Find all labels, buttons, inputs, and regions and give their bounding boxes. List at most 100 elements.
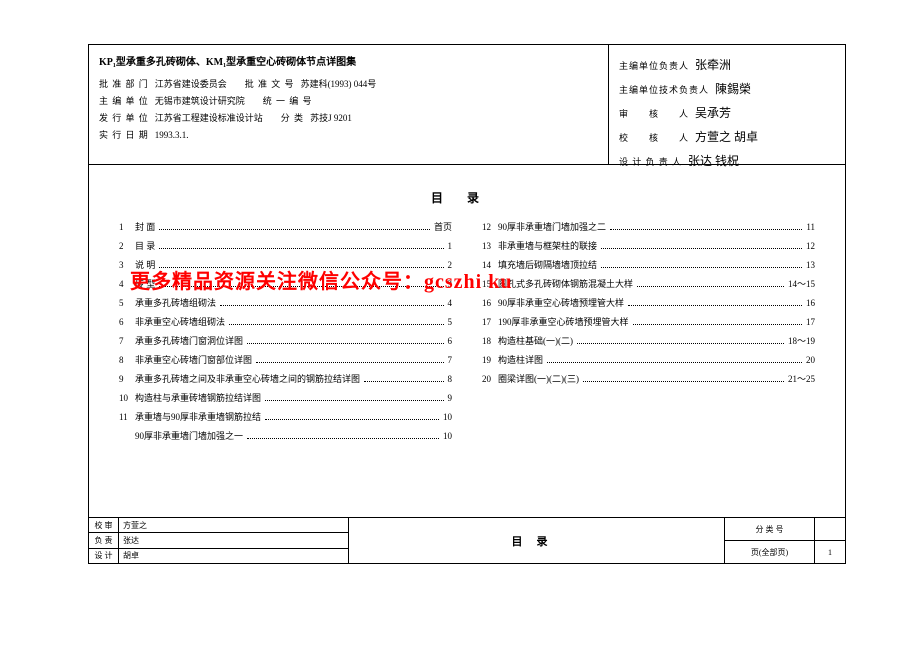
toc-label: 承重多孔砖墙门窗洞位详图 bbox=[135, 334, 243, 347]
toc-dots bbox=[247, 438, 439, 439]
toc-num: 20 bbox=[482, 374, 498, 384]
header-row: 发 行 单 位江苏省工程建设标准设计站 分 类苏技J 9201 bbox=[99, 110, 598, 127]
toc-dots bbox=[247, 343, 443, 344]
header-sig-row: 主编单位技术负责人陳錫榮 bbox=[619, 77, 835, 101]
toc-label: 90厚非承重墙门墙加强之一 bbox=[135, 429, 243, 442]
toc-area: 1封 面首页2目 录13说 明24砖 型35承重多孔砖墙组砌法46非承重空心砖墙… bbox=[119, 220, 815, 503]
toc-row: 8非承重空心砖墙门窗部位详图7 bbox=[119, 353, 452, 366]
toc-dots bbox=[628, 305, 802, 306]
toc-row: 7承重多孔砖墙门窗洞位详图6 bbox=[119, 334, 452, 347]
header-left: KP₁型承重多孔砖砌体、KM₁型承重空心砖砌体节点详图集 批 准 部 门江苏省建… bbox=[89, 45, 609, 164]
toc-dots bbox=[637, 286, 784, 287]
toc-row: 10构造柱与承重砖墙钢筋拉结详图9 bbox=[119, 391, 452, 404]
footer-page-info: 分 类 号页(全部页)1 bbox=[725, 518, 845, 563]
watermark-overlay: 更多精品资源关注微信公众号：gcszhi ku bbox=[130, 265, 512, 294]
header-left-rows: 批 准 部 门江苏省建设委员会 批 准 文 号苏建科(1993) 044号主 编… bbox=[99, 76, 598, 144]
toc-page: 5 bbox=[448, 317, 453, 327]
toc-page: 13 bbox=[806, 260, 815, 270]
toc-num: 6 bbox=[119, 317, 135, 327]
toc-label: 圆孔式多孔砖砌体钢筋混凝土大样 bbox=[498, 277, 633, 290]
footer-info-val bbox=[815, 518, 845, 540]
toc-dots bbox=[610, 229, 802, 230]
toc-row: 17190厚非承重空心砖墙预埋管大样17 bbox=[482, 315, 815, 328]
toc-page: 1 bbox=[448, 241, 453, 251]
toc-row: 5承重多孔砖墙组砌法 4 bbox=[119, 296, 452, 309]
footer-sig-row: 负 责张达 bbox=[89, 533, 348, 548]
toc-row: 19构造柱详图20 bbox=[482, 353, 815, 366]
toc-label: 构造柱基础(一)(二) bbox=[498, 334, 573, 347]
toc-num: 2 bbox=[119, 241, 135, 251]
toc-dots bbox=[364, 381, 443, 382]
toc-dots bbox=[547, 362, 802, 363]
toc-page: 10 bbox=[443, 431, 452, 441]
footer-signatures: 校 审方萱之负 责张达设 计胡卓 bbox=[89, 518, 349, 563]
toc-label: 构造柱详图 bbox=[498, 353, 543, 366]
toc-dots bbox=[583, 381, 784, 382]
toc-label: 190厚非承重空心砖墙预埋管大样 bbox=[498, 315, 629, 328]
toc-dots bbox=[159, 248, 443, 249]
toc-dots bbox=[159, 229, 430, 230]
toc-dots bbox=[256, 362, 443, 363]
toc-label: 非承重空心砖墙组砌法 bbox=[135, 315, 225, 328]
toc-label: 承重多孔砖墙组砌法 bbox=[135, 296, 216, 309]
footer-box: 校 审方萱之负 责张达设 计胡卓 目录 分 类 号页(全部页)1 bbox=[89, 517, 845, 563]
toc-page: 10 bbox=[443, 412, 452, 422]
toc-row: 13非承重墙与框架柱的联接12 bbox=[482, 239, 815, 252]
toc-num: 13 bbox=[482, 241, 498, 251]
footer-sig-name: 张达 bbox=[119, 533, 348, 547]
header-row: 批 准 部 门江苏省建设委员会 批 准 文 号苏建科(1993) 044号 bbox=[99, 76, 598, 93]
toc-dots bbox=[601, 248, 802, 249]
toc-col-left: 1封 面首页2目 录13说 明24砖 型35承重多孔砖墙组砌法46非承重空心砖墙… bbox=[119, 220, 452, 503]
toc-label: 封 面 bbox=[135, 220, 155, 233]
toc-page: 9 bbox=[448, 393, 453, 403]
toc-num: 19 bbox=[482, 355, 498, 365]
toc-num: 5 bbox=[119, 298, 135, 308]
footer-sig-label: 校 审 bbox=[89, 518, 119, 532]
toc-label: 构造柱与承重砖墙钢筋拉结详图 bbox=[135, 391, 261, 404]
toc-page: 18～19 bbox=[788, 334, 815, 347]
toc-row: 20圈梁详图(一)(二)(三) 21～25 bbox=[482, 372, 815, 385]
toc-num: 1 bbox=[119, 222, 135, 232]
toc-label: 承重多孔砖墙之间及非承重空心砖墙之间的钢筋拉结详图 bbox=[135, 372, 360, 385]
toc-row: 1290厚非承重墙门墙加强之二 11 bbox=[482, 220, 815, 233]
toc-num: 11 bbox=[119, 412, 135, 422]
toc-dots bbox=[633, 324, 802, 325]
toc-row: 18构造柱基础(一)(二) 18～19 bbox=[482, 334, 815, 347]
toc-label: 非承重墙与框架柱的联接 bbox=[498, 239, 597, 252]
toc-label: 圈梁详图(一)(二)(三) bbox=[498, 372, 579, 385]
header-row: 实 行 日 期1993.3.1. bbox=[99, 127, 598, 144]
header-sig-row: 校 核 人方萱之 胡卓 bbox=[619, 125, 835, 149]
toc-page: 6 bbox=[448, 336, 453, 346]
toc-page: 4 bbox=[448, 298, 453, 308]
header-box: KP₁型承重多孔砖砌体、KM₁型承重空心砖砌体节点详图集 批 准 部 门江苏省建… bbox=[89, 45, 845, 165]
toc-page: 17 bbox=[806, 317, 815, 327]
toc-page: 21～25 bbox=[788, 372, 815, 385]
footer-info-label: 分 类 号 bbox=[725, 518, 815, 540]
toc-page: 8 bbox=[448, 374, 453, 384]
toc-page: 首页 bbox=[434, 220, 452, 233]
toc-dots bbox=[265, 419, 439, 420]
toc-label: 非承重空心砖墙门窗部位详图 bbox=[135, 353, 252, 366]
toc-page: 14～15 bbox=[788, 277, 815, 290]
toc-page: 11 bbox=[806, 222, 815, 232]
footer-sig-row: 校 审方萱之 bbox=[89, 518, 348, 533]
header-sig-row: 设 计 负 责 人张达 钱柷 bbox=[619, 149, 835, 173]
toc-num: 18 bbox=[482, 336, 498, 346]
toc-dots bbox=[577, 343, 784, 344]
footer-sig-row: 设 计胡卓 bbox=[89, 549, 348, 563]
toc-num: 9 bbox=[119, 374, 135, 384]
toc-page: 7 bbox=[448, 355, 453, 365]
footer-sig-label: 负 责 bbox=[89, 533, 119, 547]
toc-label: 目 录 bbox=[135, 239, 155, 252]
toc-num: 12 bbox=[482, 222, 498, 232]
toc-dots bbox=[220, 305, 443, 306]
footer-info-val: 1 bbox=[815, 541, 845, 563]
toc-row: 6非承重空心砖墙组砌法 5 bbox=[119, 315, 452, 328]
toc-label: 填充墙后砌隔墙墙顶拉结 bbox=[498, 258, 597, 271]
header-right: 主编单位负责人张牵洲主编单位技术负责人陳錫榮审 核 人吴承芳校 核 人方萱之 胡… bbox=[609, 45, 845, 164]
toc-label: 90厚非承重墙门墙加强之二 bbox=[498, 220, 606, 233]
toc-row: 14填充墙后砌隔墙墙顶拉结13 bbox=[482, 258, 815, 271]
footer-sig-name: 胡卓 bbox=[119, 549, 348, 563]
toc-dots bbox=[265, 400, 443, 401]
toc-page: 16 bbox=[806, 298, 815, 308]
